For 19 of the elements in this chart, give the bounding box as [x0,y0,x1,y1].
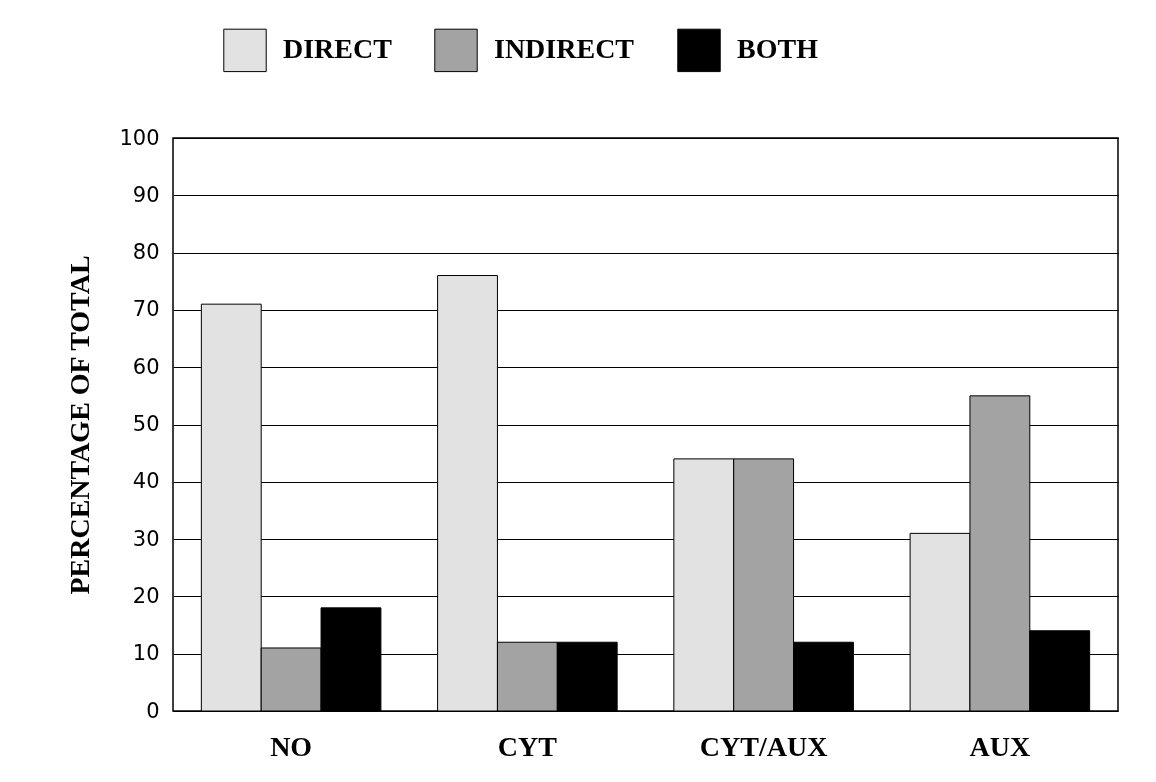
legend-label: DIRECT [283,33,393,65]
y-tick-label: 10 [132,641,160,666]
y-tick-label: 0 [146,698,160,723]
x-tick-label: CYT/AUX [699,730,828,762]
y-tick-label: 90 [132,182,160,207]
x-tick-label: NO [270,730,313,762]
y-tick-label: 50 [132,412,160,436]
y-tick-label: 30 [132,526,160,551]
y-tick-label: 100 [119,125,160,150]
y-axis-title: PERCENTAGE OF TOTAL [64,255,96,595]
x-tick-label: CYT [497,730,558,762]
y-tick-label: 80 [132,240,160,265]
legend-label: INDIRECT [494,33,635,65]
y-tick-label: 70 [132,297,160,322]
legend-label: BOTH [737,33,819,65]
x-tick-label: AUX [969,730,1031,762]
y-tick-label: 40 [132,469,160,494]
y-tick-label: 20 [132,583,160,608]
y-tick-label: 60 [132,354,160,379]
